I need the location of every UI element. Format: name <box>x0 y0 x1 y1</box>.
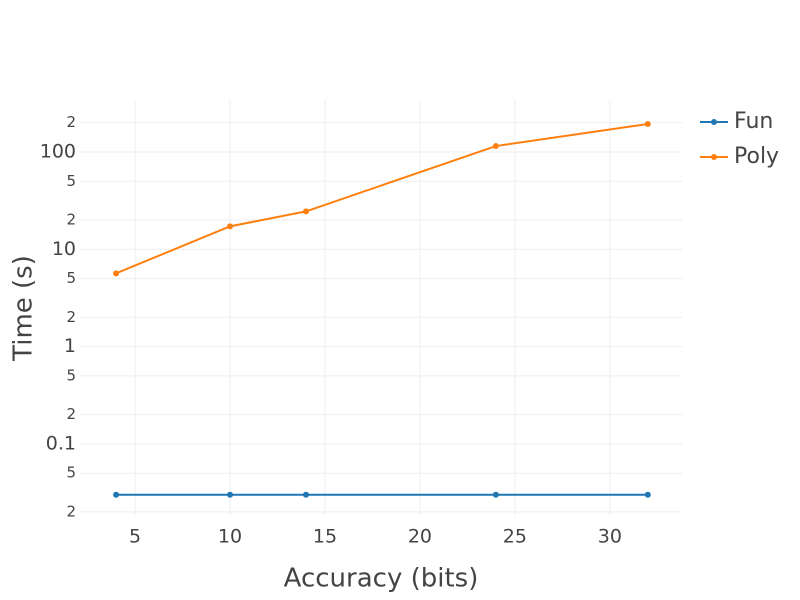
y-tick-label: 1 <box>64 335 76 357</box>
x-tick-label: 30 <box>598 526 622 548</box>
data-point <box>227 491 234 498</box>
y-axis-title: Time (s) <box>9 255 39 362</box>
x-axis-title: Accuracy (bits) <box>284 564 479 594</box>
data-point <box>113 491 120 498</box>
data-point <box>302 208 309 215</box>
y-tick-label: 2 <box>66 210 76 228</box>
y-tick-label: 5 <box>66 269 76 287</box>
y-tick-label: 2 <box>66 405 76 423</box>
y-tick-label: 2 <box>66 308 76 326</box>
y-tick-label: 0.1 <box>46 432 76 454</box>
legend-label: Poly <box>734 144 779 169</box>
legend-label: Fun <box>734 109 773 134</box>
legend-marker <box>711 119 717 125</box>
y-tick-label: 2 <box>66 502 76 520</box>
x-tick-label: 10 <box>218 526 242 548</box>
y-tick-label: 2 <box>66 113 76 131</box>
y-tick-label: 5 <box>66 366 76 384</box>
data-point <box>302 491 309 498</box>
x-tick-label: 15 <box>313 526 337 548</box>
data-point <box>492 143 499 150</box>
data-point <box>492 491 499 498</box>
data-point <box>113 270 120 277</box>
data-point <box>644 491 651 498</box>
series-line <box>115 122 648 275</box>
legend-marker <box>711 154 717 160</box>
y-tick-label: 100 <box>40 140 76 162</box>
x-tick-label: 20 <box>408 526 432 548</box>
x-tick-label: 5 <box>129 526 141 548</box>
y-tick-label: 5 <box>66 172 76 190</box>
y-tick-label: 5 <box>66 464 76 482</box>
data-point <box>227 223 234 230</box>
x-tick-label: 25 <box>503 526 527 548</box>
y-tick-label: 10 <box>52 238 76 260</box>
data-point <box>644 120 651 127</box>
